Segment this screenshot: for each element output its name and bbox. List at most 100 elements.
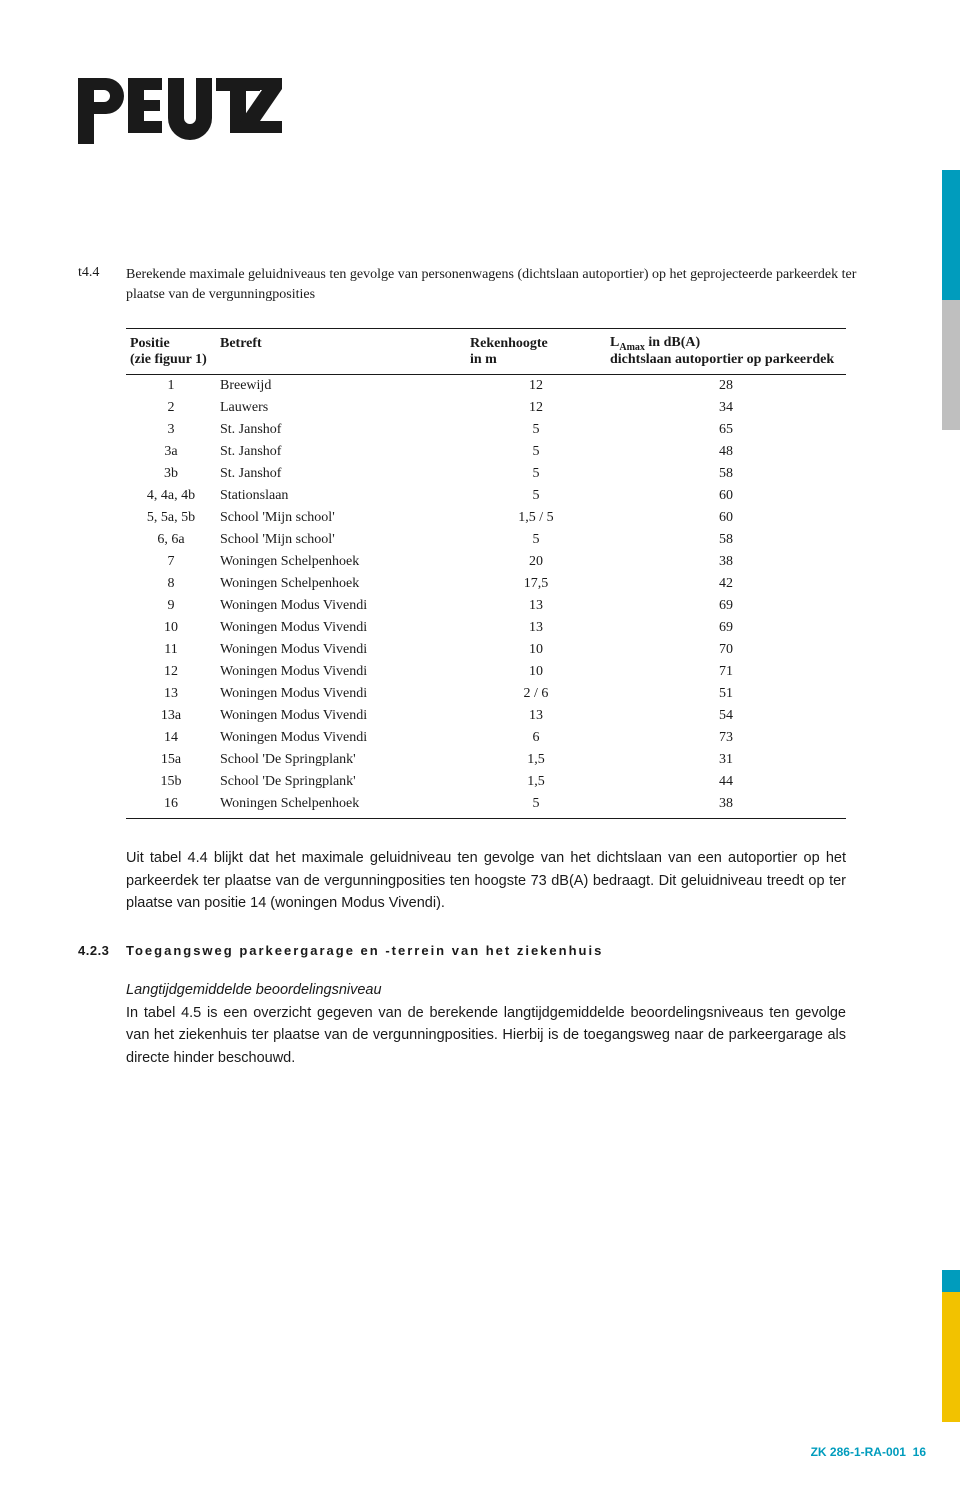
th-sub-figuur: (zie figuur 1) [126, 352, 216, 375]
cell-c1: 14 [126, 727, 216, 749]
cell-c2: Woningen Modus Vivendi [216, 727, 466, 749]
table-body: 1Breewijd12282Lauwers12343St. Janshof565… [126, 375, 846, 819]
cell-c1: 12 [126, 661, 216, 683]
cell-c3: 5 [466, 419, 606, 441]
cell-c2: Woningen Modus Vivendi [216, 617, 466, 639]
table-row: 10Woningen Modus Vivendi1369 [126, 617, 846, 639]
cell-c4: 44 [606, 771, 846, 793]
cell-c1: 15b [126, 771, 216, 793]
table-row: 16Woningen Schelpenhoek538 [126, 793, 846, 819]
cell-c3: 13 [466, 595, 606, 617]
cell-c2: Woningen Modus Vivendi [216, 661, 466, 683]
cell-c3: 5 [466, 485, 606, 507]
cell-c2: Stationslaan [216, 485, 466, 507]
cell-c2: Woningen Modus Vivendi [216, 683, 466, 705]
cell-c4: 38 [606, 793, 846, 819]
cell-c4: 69 [606, 617, 846, 639]
table-caption: t4.4 Berekende maximale geluidniveaus te… [78, 265, 878, 306]
cell-c2: St. Janshof [216, 441, 466, 463]
paragraph-1: Uit tabel 4.4 blijkt dat het maximale ge… [126, 847, 846, 914]
paragraph-block-1: Uit tabel 4.4 blijkt dat het maximale ge… [126, 847, 846, 914]
cell-c3: 17,5 [466, 573, 606, 595]
cell-c3: 10 [466, 661, 606, 683]
cell-c4: 51 [606, 683, 846, 705]
section-number: 4.2.3 [78, 943, 126, 958]
cell-c4: 31 [606, 749, 846, 771]
cell-c4: 38 [606, 551, 846, 573]
side-tab-blue-small [942, 1270, 960, 1292]
table-row: 15aSchool 'De Springplank'1,531 [126, 749, 846, 771]
cell-c2: Woningen Modus Vivendi [216, 639, 466, 661]
table-row: 5, 5a, 5bSchool 'Mijn school'1,5 / 560 [126, 507, 846, 529]
cell-c1: 4, 4a, 4b [126, 485, 216, 507]
table-row: 3aSt. Janshof548 [126, 441, 846, 463]
cell-c2: Woningen Modus Vivendi [216, 705, 466, 727]
paragraph-block-2: In tabel 4.5 is een overzicht gegeven va… [126, 1002, 846, 1069]
th-rekenhoogte: Rekenhoogte [466, 328, 606, 352]
page-number: 16 [913, 1445, 926, 1459]
table-row: 4, 4a, 4bStationslaan560 [126, 485, 846, 507]
table-row: 13Woningen Modus Vivendi2 / 651 [126, 683, 846, 705]
table-caption-text: Berekende maximale geluidniveaus ten gev… [126, 265, 878, 306]
side-tab-yellow [942, 1292, 960, 1422]
cell-c4: 60 [606, 485, 846, 507]
cell-c2: Woningen Schelpenhoek [216, 793, 466, 819]
cell-c3: 2 / 6 [466, 683, 606, 705]
table-row: 2Lauwers1234 [126, 397, 846, 419]
cell-c1: 3a [126, 441, 216, 463]
cell-c3: 5 [466, 529, 606, 551]
cell-c4: 71 [606, 661, 846, 683]
cell-c1: 16 [126, 793, 216, 819]
table-row: 15bSchool 'De Springplank'1,544 [126, 771, 846, 793]
cell-c4: 69 [606, 595, 846, 617]
table-row: 14Woningen Modus Vivendi673 [126, 727, 846, 749]
page-content: t4.4 Berekende maximale geluidniveaus te… [78, 265, 878, 1069]
table-row: 3St. Janshof565 [126, 419, 846, 441]
side-tab-blue [942, 170, 960, 300]
cell-c3: 13 [466, 617, 606, 639]
table-row: 12Woningen Modus Vivendi1071 [126, 661, 846, 683]
cell-c4: 34 [606, 397, 846, 419]
table-row: 11Woningen Modus Vivendi1070 [126, 639, 846, 661]
table-row: 9Woningen Modus Vivendi1369 [126, 595, 846, 617]
cell-c1: 13a [126, 705, 216, 727]
cell-c1: 13 [126, 683, 216, 705]
table-number: t4.4 [78, 265, 126, 281]
cell-c2: Breewijd [216, 375, 466, 398]
cell-c2: Woningen Modus Vivendi [216, 595, 466, 617]
cell-c1: 11 [126, 639, 216, 661]
th-sub-empty [216, 352, 466, 375]
table-row: 6, 6aSchool 'Mijn school'558 [126, 529, 846, 551]
cell-c2: Lauwers [216, 397, 466, 419]
cell-c4: 65 [606, 419, 846, 441]
cell-c3: 5 [466, 463, 606, 485]
cell-c2: School 'Mijn school' [216, 507, 466, 529]
th-betreft: Betreft [216, 328, 466, 352]
cell-c2: St. Janshof [216, 419, 466, 441]
cell-c3: 13 [466, 705, 606, 727]
page-footer: ZK 286-1-RA-001 16 [811, 1445, 926, 1459]
cell-c4: 70 [606, 639, 846, 661]
table-row: 1Breewijd1228 [126, 375, 846, 398]
cell-c1: 15a [126, 749, 216, 771]
cell-c4: 42 [606, 573, 846, 595]
data-table: Positie Betreft Rekenhoogte LAmax in dB(… [126, 328, 846, 820]
cell-c3: 1,5 [466, 749, 606, 771]
cell-c1: 7 [126, 551, 216, 573]
cell-c3: 5 [466, 441, 606, 463]
cell-c4: 73 [606, 727, 846, 749]
cell-c3: 5 [466, 793, 606, 819]
cell-c1: 9 [126, 595, 216, 617]
cell-c4: 58 [606, 463, 846, 485]
side-tab-gray [942, 300, 960, 430]
subheading: Langtijdgemiddelde beoordelingsniveau [126, 982, 878, 998]
doc-code: ZK 286-1-RA-001 [811, 1445, 906, 1459]
th-sub-inm: in m [466, 352, 606, 375]
cell-c2: School 'De Springplank' [216, 749, 466, 771]
th-positie: Positie [126, 328, 216, 352]
cell-c3: 10 [466, 639, 606, 661]
peutz-logo [78, 70, 288, 155]
cell-c3: 1,5 [466, 771, 606, 793]
cell-c2: St. Janshof [216, 463, 466, 485]
table-row: 7Woningen Schelpenhoek2038 [126, 551, 846, 573]
